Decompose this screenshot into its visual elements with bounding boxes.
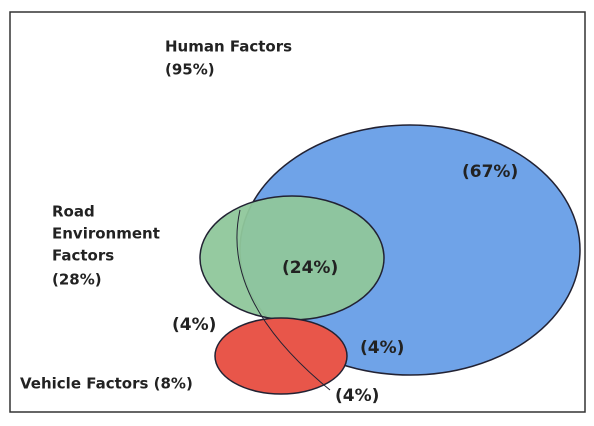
set-label: Vehicle Factors (8%): [20, 375, 193, 393]
region-label: (4%): [360, 338, 404, 358]
vehicle-factors-set: [214, 317, 348, 395]
set-share: (95%): [165, 61, 215, 79]
set-label: Environment: [52, 225, 160, 243]
set-share: (28%): [52, 271, 102, 289]
set-label: Human Factors: [165, 38, 292, 56]
set-label: Road: [52, 203, 95, 221]
region-label: (4%): [335, 386, 379, 406]
human-set-outline-through: [236, 209, 331, 391]
region-label: (4%): [172, 315, 216, 335]
region-label: (67%): [462, 162, 518, 182]
set-label: Factors: [52, 247, 114, 265]
region-label: (24%): [282, 258, 338, 278]
